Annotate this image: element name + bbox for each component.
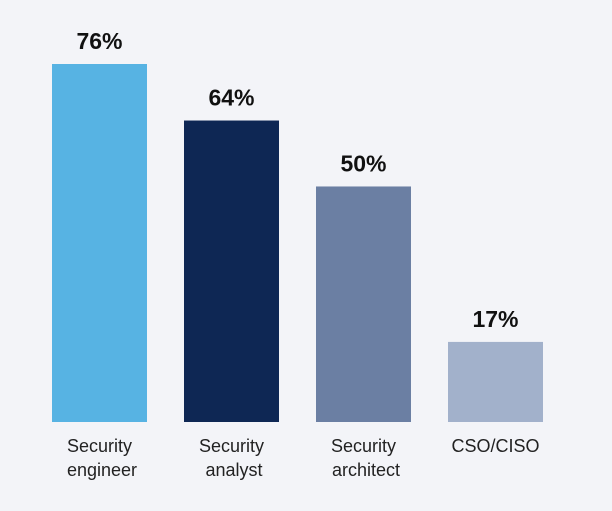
category-label: Security engineer <box>62 436 137 480</box>
value-label: 50% <box>340 151 386 177</box>
bar <box>448 341 543 422</box>
category-label: Security architect <box>327 436 400 480</box>
bar <box>316 186 411 422</box>
value-label: 76% <box>76 28 122 54</box>
bar <box>52 64 147 422</box>
bar <box>184 120 279 423</box>
value-label: 64% <box>208 85 254 111</box>
category-label: CSO/CISO <box>451 436 539 456</box>
category-label: Security analyst <box>199 436 264 480</box>
value-label: 17% <box>472 306 518 332</box>
